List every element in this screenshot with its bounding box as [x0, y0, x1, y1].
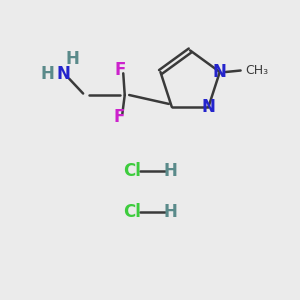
Text: H: H	[164, 203, 178, 221]
Text: F: F	[115, 61, 126, 79]
Text: Cl: Cl	[123, 162, 141, 180]
Text: Cl: Cl	[123, 203, 141, 221]
Text: H: H	[164, 162, 178, 180]
Text: N: N	[57, 65, 71, 83]
Text: H: H	[40, 65, 54, 83]
Text: F: F	[113, 108, 124, 126]
Text: N: N	[213, 63, 227, 81]
Text: N: N	[202, 98, 215, 116]
Text: CH₃: CH₃	[245, 64, 268, 77]
Text: H: H	[66, 50, 80, 68]
